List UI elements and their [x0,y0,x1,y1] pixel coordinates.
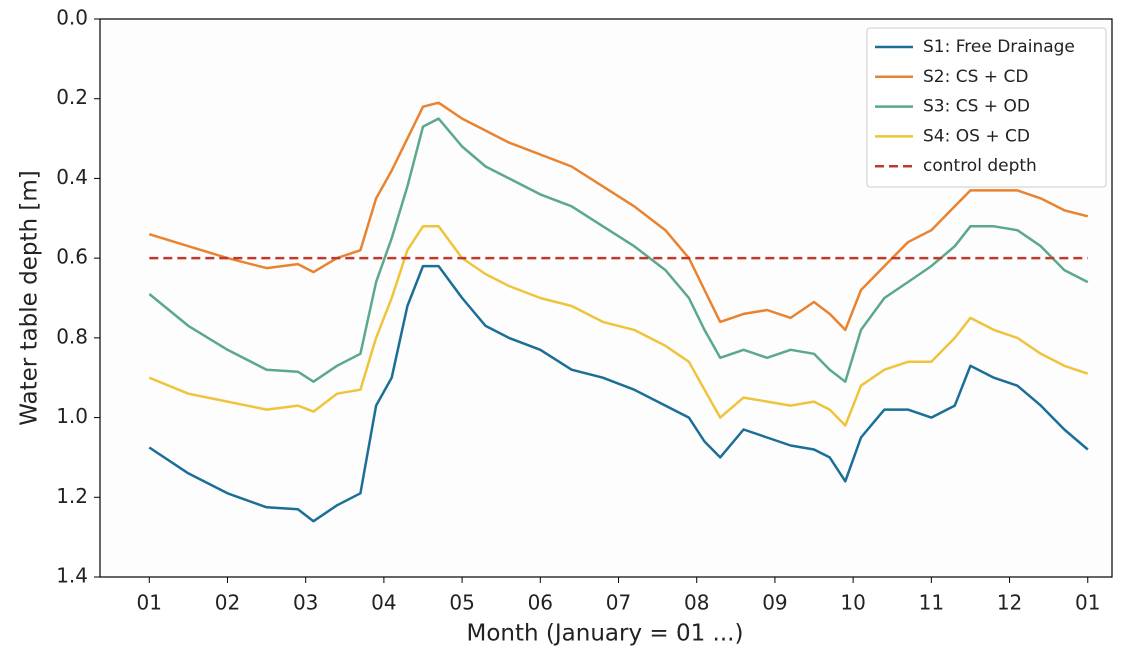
y-tick-label: 0.2 [56,85,88,109]
x-tick-label: 10 [840,591,865,615]
legend-label: S4: OS + CD [923,126,1030,146]
x-tick-label: 11 [919,591,944,615]
series-line [148,101,1089,332]
y-tick-label: 0.6 [56,245,88,269]
x-tick-label: 01 [1075,591,1100,615]
y-tick-label: 1.2 [56,484,88,508]
legend-label: S3: CS + OD [923,97,1030,117]
legend-label: control depth [923,156,1037,176]
y-tick-label: 0.4 [56,165,88,189]
y-tick-label: 1.0 [56,404,88,428]
x-tick-label: 09 [762,591,787,615]
x-tick-label: 02 [215,591,240,615]
y-tick-label: 1.4 [56,564,88,588]
x-tick-label: 12 [997,591,1022,615]
legend-label: S1: Free Drainage [923,37,1075,57]
x-tick-label: 07 [606,591,631,615]
legend-box [866,27,1107,188]
x-tick-label: 06 [528,591,553,615]
series-line [148,225,1089,427]
series-line [148,117,1089,383]
x-tick-label: 08 [684,591,709,615]
x-tick-label: 04 [371,591,396,615]
x-tick-label: 03 [293,591,318,615]
legend: S1: Free Drainage S2: CS + CD S3: CS + OD S… [866,27,1107,188]
x-tick-label: 01 [137,591,162,615]
y-tick-label: 0.8 [56,324,88,348]
legend-label: S2: CS + CD [923,67,1028,87]
y-tick-label: 0.0 [56,6,88,30]
x-axis-label: Month (January = 01 ...) [467,621,744,647]
y-axis-label: Water table depth [m] [17,170,43,425]
series-line [148,264,1089,523]
x-tick-label: 05 [449,591,474,615]
